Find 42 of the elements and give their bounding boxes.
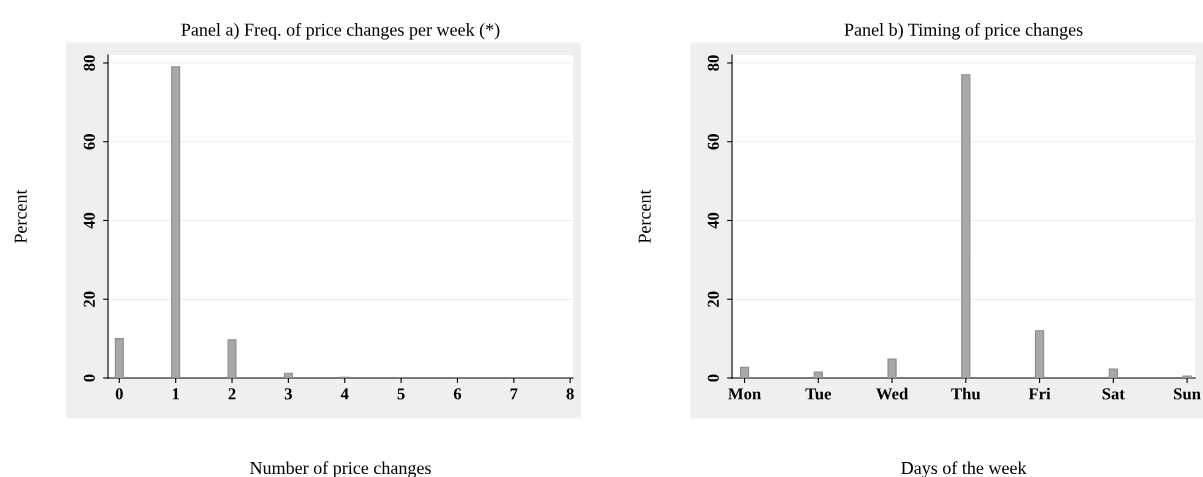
bar xyxy=(283,372,293,379)
bar xyxy=(171,66,181,379)
y-tick-label: 80 xyxy=(707,55,719,71)
x-tick-label: 2 xyxy=(228,388,236,400)
x-tick-label: 8 xyxy=(566,388,574,400)
x-tick-label: Mon xyxy=(728,388,761,400)
y-tick-label: 20 xyxy=(83,291,95,307)
y-tick-label: 0 xyxy=(707,374,719,382)
bar xyxy=(227,339,237,379)
x-tick-label: 4 xyxy=(340,388,349,400)
x-tick-label: Tue xyxy=(805,388,832,400)
x-tick-label: Sat xyxy=(1102,388,1125,400)
x-tick-label: Thu xyxy=(951,387,981,400)
y-tick-label: 0 xyxy=(83,374,95,382)
y-tick-label: 40 xyxy=(83,212,95,229)
y-tick-label: 80 xyxy=(83,55,95,71)
x-axis-title: Days of the week xyxy=(901,461,1027,477)
bar xyxy=(887,358,897,379)
x-tick-label: 7 xyxy=(510,388,518,400)
y-axis-title: Percent xyxy=(638,189,651,244)
chart-title: Panel b) Timing of price changes xyxy=(844,22,1083,40)
x-axis-title: Number of price changes xyxy=(250,461,431,477)
y-tick-label: 60 xyxy=(83,134,95,150)
x-tick-label: Sun xyxy=(1174,388,1201,400)
chart-title: Panel a) Freq. of price changes per week (*) xyxy=(181,22,500,40)
x-tick-label: Wed xyxy=(876,387,909,400)
bar xyxy=(1108,368,1118,379)
x-tick-label: 5 xyxy=(397,388,405,400)
y-tick-label: 20 xyxy=(707,291,719,307)
x-tick-label: 3 xyxy=(284,388,292,400)
y-axis-title: Percent xyxy=(14,189,27,244)
bar xyxy=(114,338,124,379)
x-tick-label: 1 xyxy=(172,388,179,400)
x-tick-label: Fri xyxy=(1028,387,1051,400)
y-tick-label: 60 xyxy=(707,134,719,150)
y-tick-label: 40 xyxy=(707,212,719,229)
bar xyxy=(1034,330,1045,379)
x-tick-label: 0 xyxy=(115,388,123,400)
bar xyxy=(961,74,971,379)
bar xyxy=(813,371,823,379)
x-tick-label: 6 xyxy=(453,388,462,400)
bar xyxy=(739,366,750,379)
